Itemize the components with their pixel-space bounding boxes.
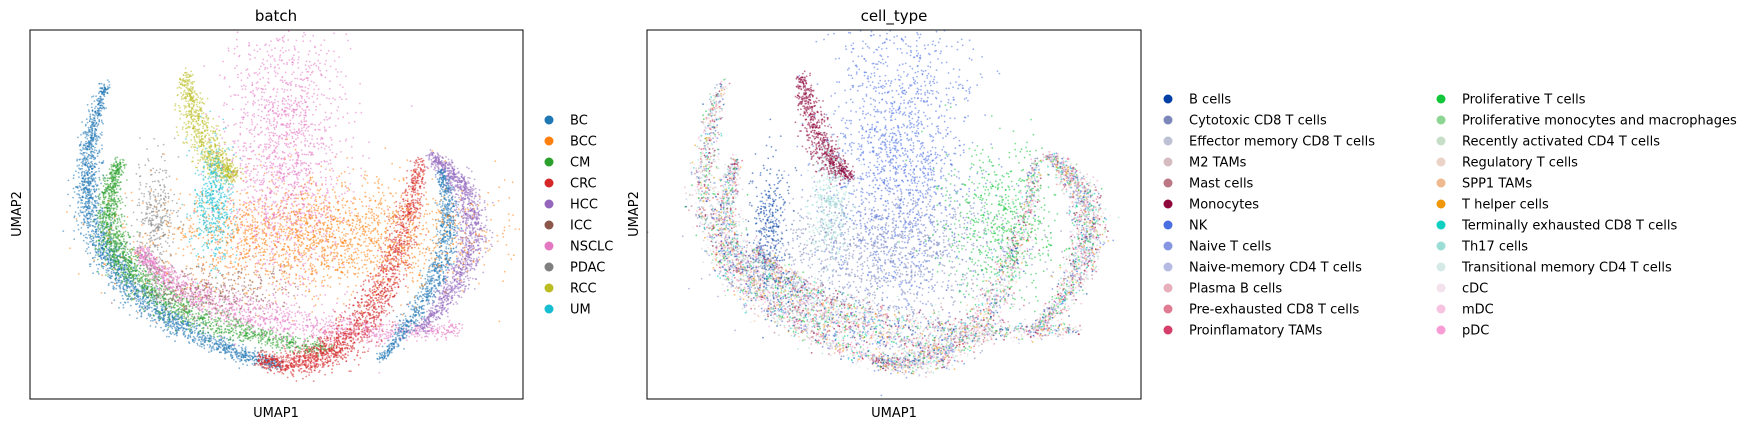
legend-marker — [544, 115, 554, 125]
legend-label: RCC — [570, 282, 597, 297]
panel-cell-type-points — [647, 30, 1120, 397]
panel-cell-type-xlabel: UMAP1 — [871, 406, 917, 421]
legend-marker — [544, 178, 554, 188]
panel-batch-points — [62, 30, 523, 382]
panel-cell-type-title: cell_type — [861, 7, 928, 26]
legend-label: Transitional memory CD4 T cells — [1461, 261, 1672, 276]
panel-batch-ylabel: UMAP2 — [10, 191, 25, 237]
legend-label: Th17 cells — [1461, 240, 1528, 255]
legend-marker — [1436, 325, 1446, 335]
legend-label: SPP1 TAMs — [1462, 177, 1532, 192]
legend-marker — [1436, 199, 1446, 209]
legend-marker — [1163, 199, 1173, 209]
legend-label: Cytotoxic CD8 T cells — [1189, 114, 1327, 129]
panel-cell-type: cell_type UMAP1 UMAP2 B cells Cytotoxic C… — [627, 7, 1737, 421]
legend-label: mDC — [1462, 303, 1494, 318]
legend-marker — [1163, 157, 1173, 167]
legend-marker — [1436, 115, 1446, 125]
legend-marker — [1436, 136, 1446, 146]
legend-label: PDAC — [570, 261, 605, 276]
legend-marker — [1436, 157, 1446, 167]
legend-label: ICC — [570, 219, 592, 234]
legend-marker — [1163, 115, 1173, 125]
legend-marker — [1163, 262, 1173, 272]
panel-cell-type-legend: B cells Cytotoxic CD8 T cells Effector mem… — [1163, 93, 1737, 339]
legend-marker — [544, 157, 554, 167]
legend-label: BCC — [570, 135, 597, 150]
legend-marker — [1163, 325, 1173, 335]
legend-marker — [1163, 94, 1173, 104]
legend-label: UM — [570, 303, 591, 318]
legend-label: NSCLC — [570, 240, 613, 255]
legend-label: T helper cells — [1461, 198, 1549, 213]
legend-label: BC — [570, 114, 588, 129]
legend-marker — [1436, 283, 1446, 293]
legend-label: pDC — [1462, 324, 1489, 339]
panel-cell-type-frame — [646, 29, 1142, 400]
legend-label: cDC — [1462, 282, 1488, 297]
legend-marker — [1163, 304, 1173, 314]
legend-marker — [1436, 262, 1446, 272]
legend-marker — [544, 283, 554, 293]
legend-label: Monocytes — [1189, 198, 1259, 213]
legend-marker — [1163, 283, 1173, 293]
legend-marker — [1436, 94, 1446, 104]
legend-label: Recently activated CD4 T cells — [1462, 135, 1660, 150]
legend-label: Mast cells — [1189, 177, 1254, 192]
legend-label: Proliferative T cells — [1462, 93, 1586, 108]
legend-marker — [1436, 178, 1446, 188]
legend-label: M2 TAMs — [1189, 156, 1247, 171]
legend-marker — [544, 262, 554, 272]
panel-batch-title: batch — [255, 7, 297, 25]
legend-label: CM — [570, 156, 590, 171]
legend-marker — [1163, 178, 1173, 188]
legend-label: Plasma B cells — [1189, 282, 1282, 297]
panel-cell-type-ylabel: UMAP2 — [627, 191, 642, 237]
legend-label: Effector memory CD8 T cells — [1189, 135, 1375, 150]
legend-label: Proinflamatory TAMs — [1189, 324, 1323, 339]
legend-marker — [1436, 304, 1446, 314]
legend-label: CRC — [570, 177, 597, 192]
legend-label: Naive T cells — [1189, 240, 1272, 255]
legend-marker — [544, 220, 554, 230]
panel-batch-frame — [29, 29, 524, 400]
legend-label: B cells — [1189, 93, 1231, 108]
legend-marker — [1436, 220, 1446, 230]
panel-batch: batch UMAP1 UMAP2 BC BCC CM CRC HCC ICC NSCLC P… — [10, 7, 613, 421]
legend-label: NK — [1189, 219, 1208, 234]
legend-marker — [544, 136, 554, 146]
legend-label: Terminally exhausted CD8 T cells — [1461, 219, 1677, 234]
legend-marker — [544, 241, 554, 251]
legend-label: Naive-memory CD4 T cells — [1189, 261, 1362, 276]
panel-batch-xlabel: UMAP1 — [253, 406, 299, 421]
panel-batch-legend: BC BCC CM CRC HCC ICC NSCLC PDAC RCC UM — [544, 114, 613, 318]
legend-marker — [1163, 241, 1173, 251]
legend-label: HCC — [570, 198, 598, 213]
legend-label: Regulatory T cells — [1462, 156, 1578, 171]
legend-marker — [544, 304, 554, 314]
legend-label: Proliferative monocytes and macrophages — [1462, 114, 1737, 129]
legend-marker — [1163, 220, 1173, 230]
legend-marker — [544, 199, 554, 209]
legend-label: Pre-exhausted CD8 T cells — [1189, 303, 1359, 318]
legend-marker — [1436, 241, 1446, 251]
legend-marker — [1163, 136, 1173, 146]
